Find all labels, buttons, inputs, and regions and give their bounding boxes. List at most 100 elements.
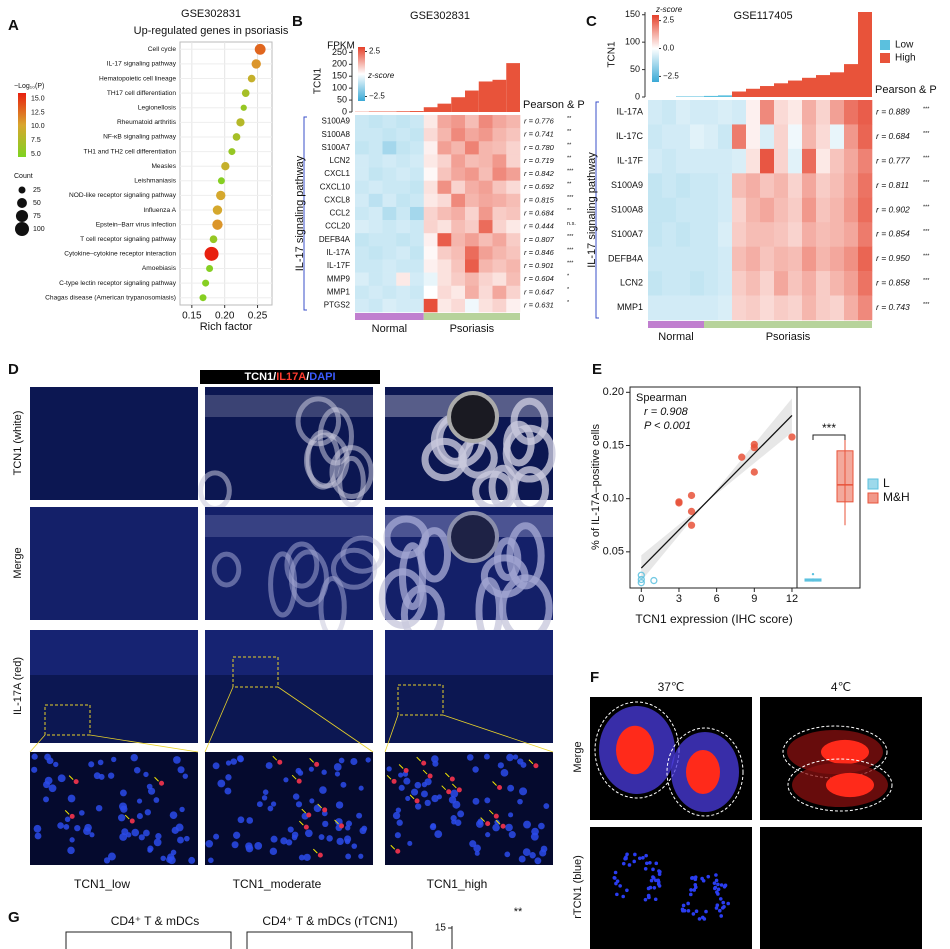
x-tick-label: 9 <box>751 593 757 605</box>
r-label: r = 0.807 <box>524 235 555 244</box>
heat-cell <box>676 295 691 321</box>
r-label: r = 0.684 <box>876 131 910 141</box>
row-label: CCL2 <box>330 209 351 218</box>
legend-dot <box>15 222 29 236</box>
dapi-haze <box>205 630 373 675</box>
rtcn1-signal <box>658 869 662 874</box>
significance: *** <box>567 260 574 266</box>
il17a-cell <box>73 779 79 785</box>
heat-cell <box>423 220 438 234</box>
tissue-structure <box>211 551 242 588</box>
heat-cell <box>492 220 507 234</box>
heat-cell <box>648 124 663 150</box>
rtcn1-signal <box>646 895 651 900</box>
rtcn1-signal <box>706 874 711 879</box>
rtcn1-signal <box>627 863 632 867</box>
heat-cell <box>760 124 775 150</box>
arrow <box>317 803 323 809</box>
micrograph <box>385 752 553 865</box>
heat-cell <box>478 180 493 195</box>
heat-cell <box>506 298 521 313</box>
colorbar <box>358 47 365 101</box>
heat-cell <box>858 148 873 174</box>
rtcn1-signal <box>719 883 724 887</box>
rtcn1-signal <box>649 878 654 883</box>
significance: * <box>567 287 570 293</box>
heat-cell <box>465 128 480 142</box>
nucleus <box>224 787 232 795</box>
rtcn1-signal <box>693 882 698 887</box>
tissue-structure <box>337 455 366 508</box>
arrow <box>528 759 534 765</box>
heat-cell <box>662 197 677 223</box>
nucleus <box>146 783 153 790</box>
bar <box>802 77 816 97</box>
heat-cell <box>465 220 480 234</box>
r-label: r = 0.604 <box>524 274 554 283</box>
category-label: NF-κB signaling pathway <box>103 134 177 141</box>
rtcn1-signal <box>651 867 655 872</box>
nucleus <box>484 797 491 804</box>
point <box>650 576 658 585</box>
row-label: IL-17A <box>616 107 643 117</box>
nucleus <box>285 839 293 846</box>
arrow <box>386 774 392 780</box>
significance: n.s. <box>567 221 576 227</box>
row-label: MMP1 <box>327 287 351 296</box>
heat-cell <box>451 233 466 247</box>
arrow <box>416 756 422 762</box>
heat-cell <box>465 206 480 221</box>
heat-cell <box>478 128 493 142</box>
heat-cell <box>844 246 859 272</box>
rtcn1-signal <box>612 876 617 880</box>
y-tick-label: 100 <box>625 37 640 47</box>
heat-cell <box>410 167 425 181</box>
nucleus <box>212 762 220 770</box>
chart-title: CD4⁺ T & mDCs <box>111 914 200 928</box>
heat-cell <box>746 295 761 321</box>
chart-title: GSE302831 <box>181 8 241 20</box>
heat-cell <box>746 173 761 199</box>
x-tick-label: 6 <box>714 593 720 605</box>
x-tick-label: 12 <box>786 593 798 605</box>
arrow <box>301 808 307 814</box>
rtcn1-signal <box>632 859 637 864</box>
heat-cell <box>451 128 466 142</box>
row-label: IL-17A (red) <box>12 657 24 715</box>
rtcn1-signal <box>654 861 659 866</box>
heat-cell <box>355 272 370 287</box>
heat-cell <box>774 173 789 199</box>
stain-part: IL17A <box>276 371 306 383</box>
heat-cell <box>478 246 493 260</box>
heat-cell <box>410 298 425 313</box>
heat-cell <box>704 173 719 199</box>
rtcn1-signal <box>722 904 726 909</box>
heat-cell <box>690 173 705 199</box>
heat-cell <box>437 154 452 168</box>
heat-cell <box>844 124 859 150</box>
dot <box>221 162 230 171</box>
zoom-box <box>232 656 279 688</box>
heat-cell <box>492 272 507 287</box>
nucleus <box>434 830 443 839</box>
heat-cell <box>396 141 411 155</box>
heat-cell <box>451 141 466 155</box>
heat-cell <box>746 246 761 272</box>
heat-cell <box>718 295 733 321</box>
nucleus <box>414 781 422 789</box>
heat-cell <box>760 271 775 296</box>
heat-cell <box>662 222 677 247</box>
heat-cell <box>368 259 383 273</box>
heat-cell <box>662 173 677 199</box>
nucleus <box>457 810 465 818</box>
rtcn1-signal <box>623 856 627 861</box>
dot <box>204 246 219 261</box>
fit-line <box>640 414 793 569</box>
heat-cell <box>492 246 507 260</box>
row-label: S100A9 <box>611 180 643 190</box>
tissue-structure <box>480 554 529 598</box>
heat-cell <box>465 154 480 168</box>
arrow <box>68 775 74 780</box>
heat-cell <box>451 246 466 260</box>
heat-cell <box>382 259 397 273</box>
